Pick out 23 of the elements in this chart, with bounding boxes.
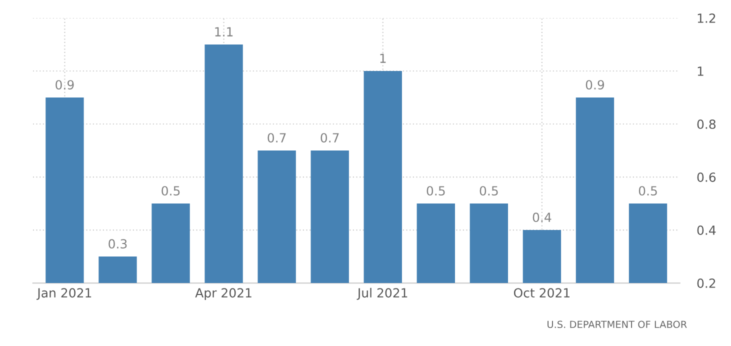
data-label: 0.5 <box>162 186 180 196</box>
y-tick-label: 0.8 <box>697 119 716 129</box>
data-label: 0.7 <box>320 133 339 143</box>
data-label: 0.9 <box>586 80 604 90</box>
y-tick-label: 0.4 <box>697 225 716 235</box>
data-label: 1 <box>380 54 386 63</box>
x-tick-label: Oct 2021 <box>514 288 570 298</box>
data-label: 1.1 <box>215 27 233 36</box>
x-tick-label: Jan 2021 <box>36 288 92 300</box>
y-tick-label: 0.2 <box>697 278 716 288</box>
y-tick-label: 0.6 <box>697 172 716 182</box>
data-label: 0.9 <box>56 80 74 90</box>
data-label: 0.3 <box>108 239 127 249</box>
x-tick-label: Apr 2021 <box>195 288 252 300</box>
y-tick-label: 1 <box>698 66 704 76</box>
data-label: 0.7 <box>268 133 286 143</box>
text: U.S. DEPARTMENT OF LABOR <box>548 320 687 328</box>
data-label: 0.4 <box>532 212 552 222</box>
data-label: 0.5 <box>426 186 445 196</box>
y-tick-label: 1.2 <box>698 13 716 23</box>
data-label: 0.5 <box>638 186 657 196</box>
data-label: 0.5 <box>480 186 498 196</box>
x-tick-label: Jul 2021 <box>356 288 408 300</box>
